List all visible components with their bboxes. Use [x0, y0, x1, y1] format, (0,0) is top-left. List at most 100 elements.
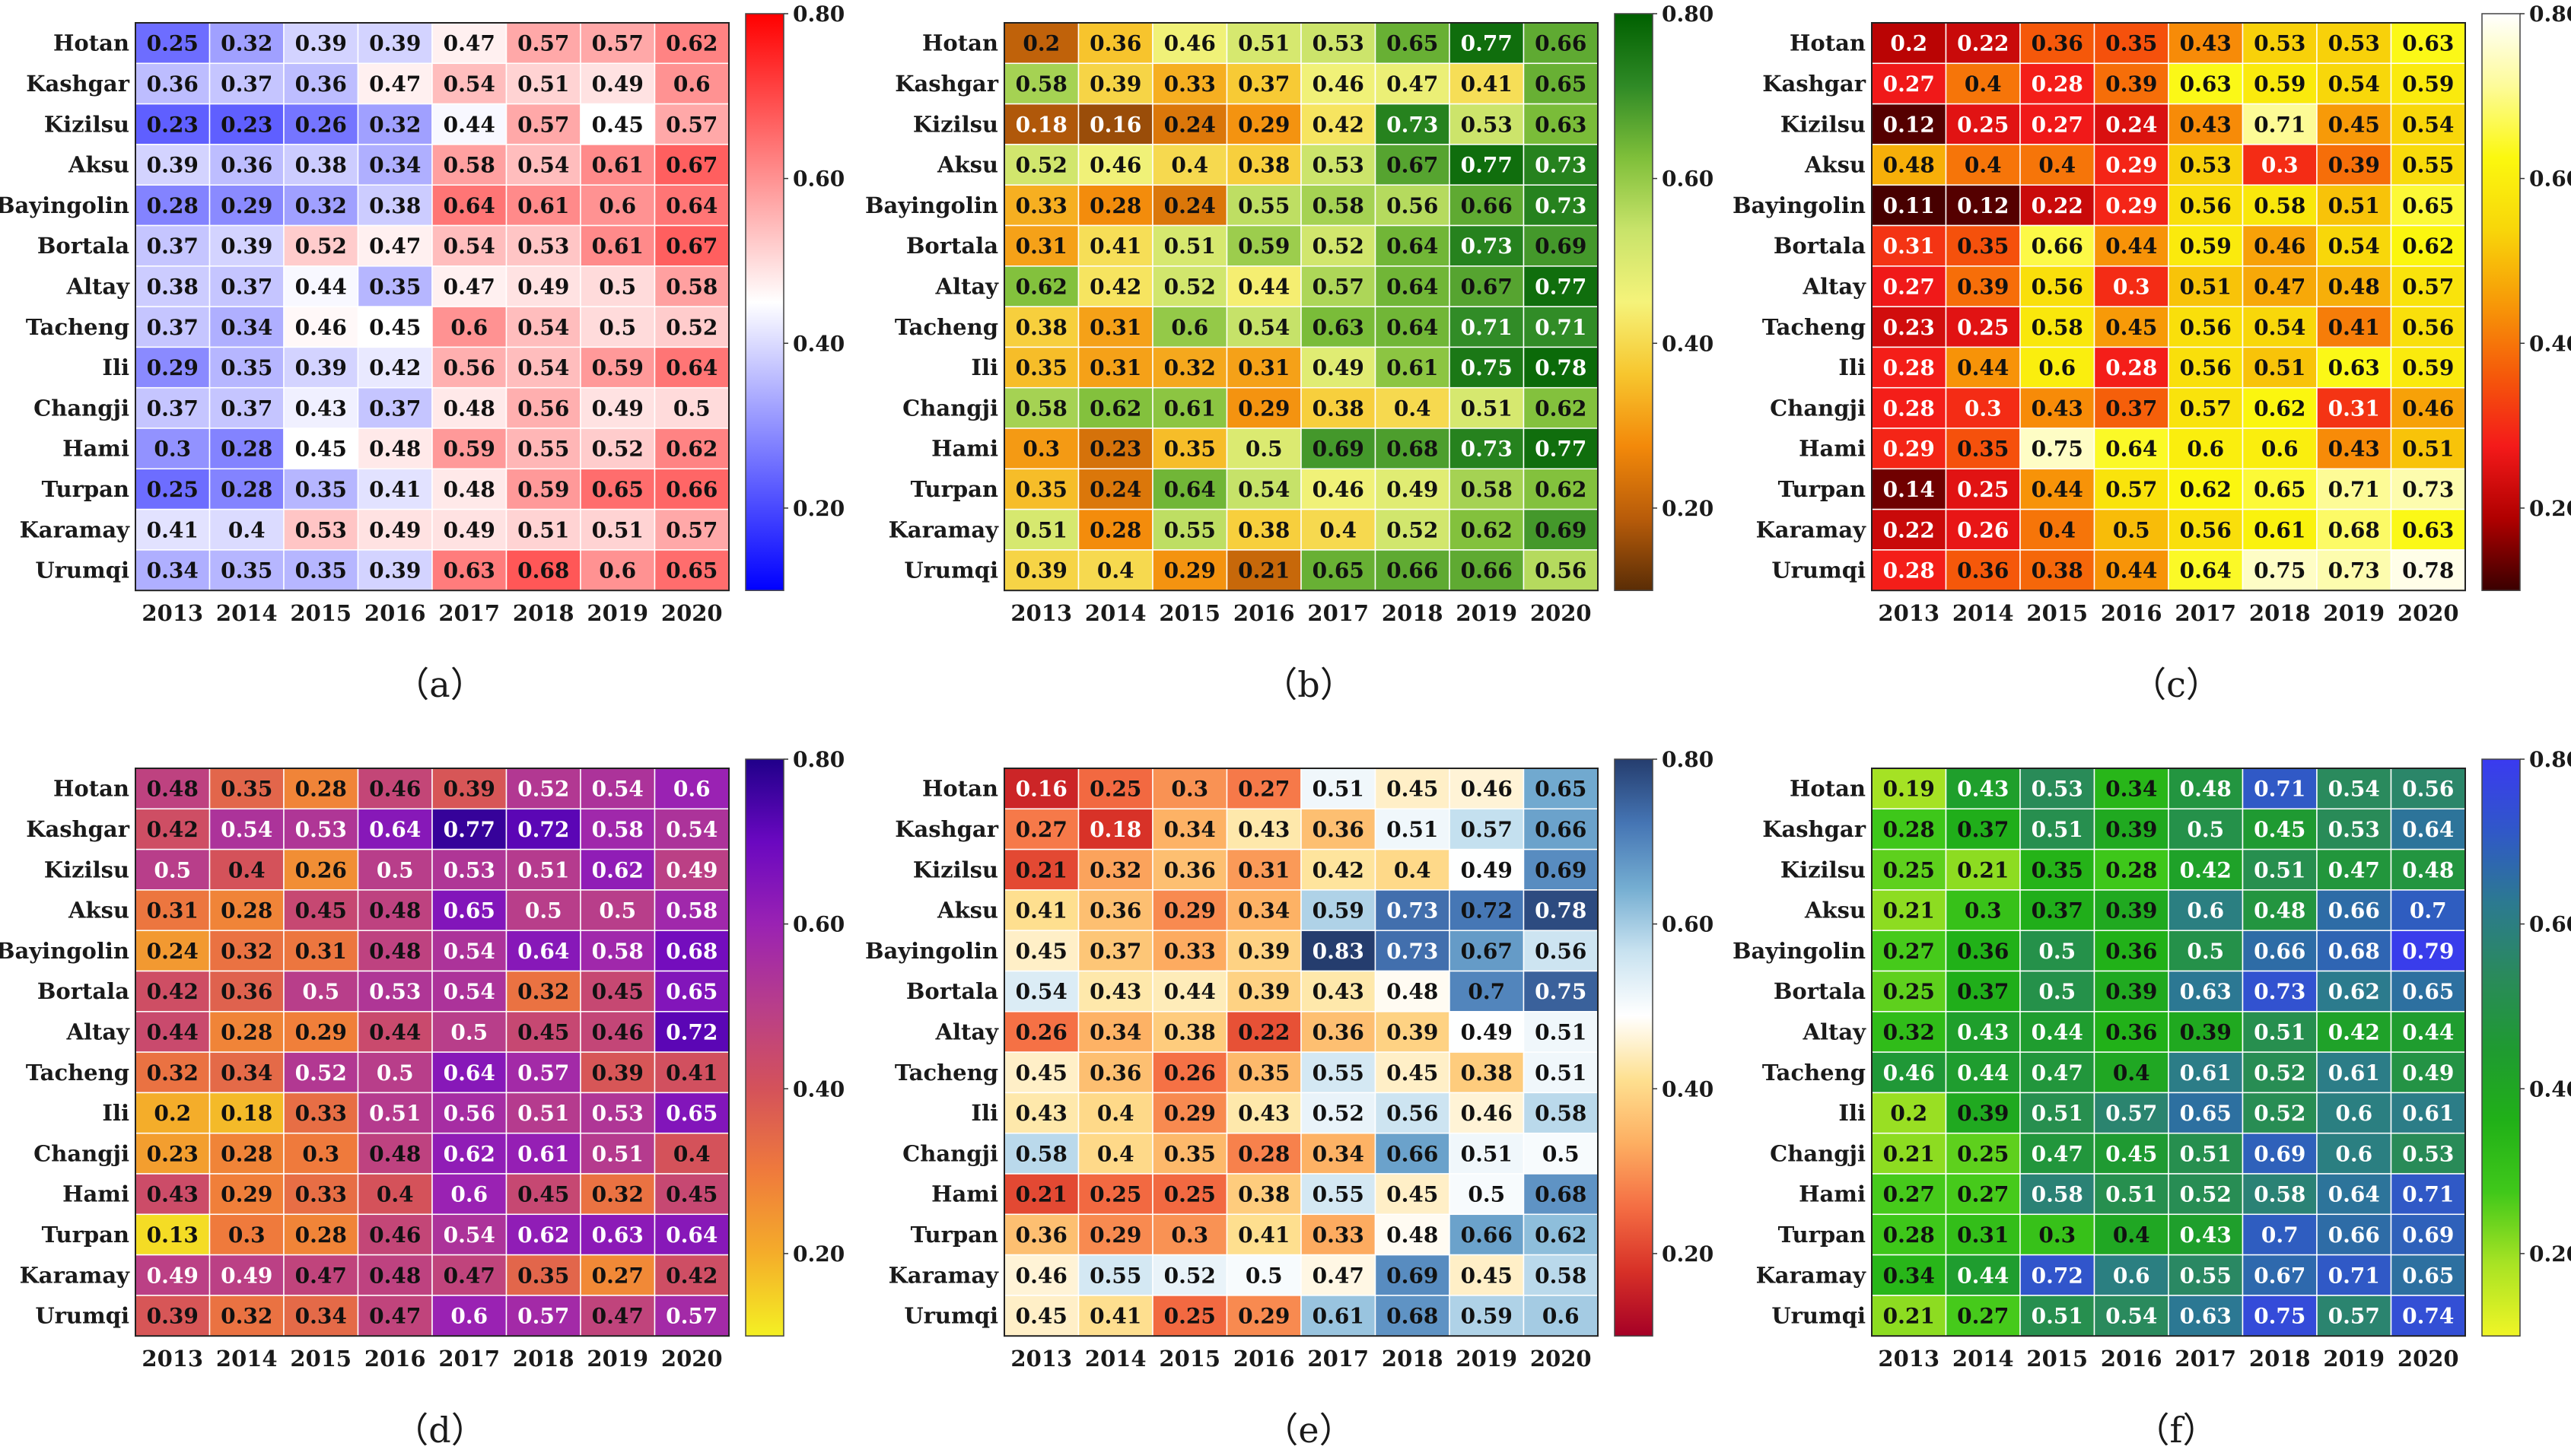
- cell-value-label: 0.57: [517, 31, 569, 56]
- heatmap-cell: [2242, 144, 2318, 186]
- cell-value-label: 0.46: [369, 777, 421, 802]
- cell-value-label: 0.47: [2032, 1141, 2083, 1166]
- cell-value-label: 0.22: [1238, 1019, 1290, 1044]
- cell-value-label: 0.58: [1016, 396, 1068, 421]
- cell-value-label: 0.6: [2187, 898, 2224, 924]
- heatmap-cell: [2242, 386, 2318, 429]
- panel-label: （f）: [2134, 1410, 2217, 1451]
- cell-value-label: 0.12: [1883, 112, 1935, 137]
- cell-value-label: 0.53: [369, 979, 421, 1004]
- heatmap-cell: [1449, 549, 1525, 591]
- heatmap-cell: [2093, 428, 2169, 470]
- cell-value-label: 0.57: [2402, 274, 2454, 299]
- cell-value-label: 0.59: [2402, 355, 2454, 380]
- cell-value-label: 0.56: [2032, 274, 2083, 299]
- cell-value-label: 0.54: [666, 817, 718, 842]
- heatmap-cell: [2019, 386, 2095, 429]
- cell-value-label: 0.68: [1386, 437, 1438, 462]
- heatmap-cell: [283, 848, 359, 891]
- cell-value-label: 0.24: [1164, 193, 1216, 218]
- heatmap-cell: [1300, 1051, 1376, 1094]
- cell-value-label: 0.5: [2187, 817, 2224, 842]
- cell-value-label: 0.39: [1016, 558, 1068, 583]
- heatmap-cell: [1945, 549, 2021, 591]
- cell-value-label: 0.28: [1883, 396, 1935, 421]
- colorbar-tick-label: 0.60: [2529, 912, 2571, 937]
- heatmap-cell: [1077, 306, 1153, 348]
- heatmap-cell: [1077, 1213, 1153, 1256]
- cell-value-label: 0.47: [369, 234, 421, 259]
- cell-value-label: 0.57: [666, 517, 718, 542]
- heatmap-cell: [2168, 508, 2244, 551]
- cell-value-label: 0.29: [221, 193, 272, 218]
- y-tick-label: Tacheng: [895, 314, 998, 340]
- cell-value-label: 0.64: [2105, 437, 2157, 462]
- heatmap-cell: [1226, 1051, 1302, 1094]
- cell-value-label: 0.28: [1883, 817, 1935, 842]
- cell-value-label: 0.53: [1461, 112, 1513, 137]
- cell-value-label: 0.23: [147, 112, 199, 137]
- cell-value-label: 0.63: [2402, 31, 2454, 56]
- x-tick-label: 2020: [661, 1346, 723, 1372]
- cell-value-label: 0.35: [1016, 355, 1068, 380]
- cell-value-label: 0.51: [1016, 517, 1068, 542]
- heatmap-cell: [1374, 848, 1450, 891]
- cell-value-label: 0.72: [666, 1019, 718, 1044]
- cell-value-label: 0.3: [1023, 437, 1060, 462]
- y-tick-label: Hami: [1799, 1181, 1866, 1207]
- cell-value-label: 0.77: [1535, 437, 1586, 462]
- cell-value-label: 0.36: [1313, 817, 1364, 842]
- cell-value-label: 0.65: [2402, 1263, 2454, 1288]
- cell-value-label: 0.73: [2328, 558, 2380, 583]
- cell-value-label: 0.36: [1313, 1019, 1364, 1044]
- heatmap-cell: [2019, 1173, 2095, 1216]
- heatmap-cell: [2390, 1051, 2466, 1094]
- cell-value-label: 0.56: [444, 1101, 495, 1126]
- heatmap-cell: [654, 1051, 730, 1094]
- heatmap-cell: [208, 428, 285, 470]
- cell-value-label: 0.34: [221, 1060, 272, 1086]
- cell-value-label: 0.37: [2105, 396, 2157, 421]
- y-tick-label: Turpan: [911, 1222, 998, 1248]
- cell-value-label: 0.62: [666, 31, 718, 56]
- y-tick-label: Bortala: [1774, 978, 1866, 1004]
- y-tick-label: Ili: [1838, 1100, 1866, 1126]
- heatmap-cell: [2093, 808, 2169, 850]
- cell-value-label: 0.51: [1535, 1060, 1586, 1086]
- x-tick-label: 2019: [2323, 1346, 2385, 1372]
- cell-value-label: 0.44: [2402, 1019, 2454, 1044]
- y-tick-label: Changji: [902, 395, 998, 421]
- cell-value-label: 0.7: [2261, 1222, 2299, 1248]
- heatmap-cell: [1449, 184, 1525, 227]
- heatmap-cell: [1449, 346, 1525, 389]
- cell-value-label: 0.38: [147, 274, 199, 299]
- heatmap-cell: [357, 346, 433, 389]
- heatmap-cell: [654, 428, 730, 470]
- cell-value-label: 0.45: [295, 437, 347, 462]
- heatmap-cell: [208, 848, 285, 891]
- cell-value-label: 0.36: [1957, 939, 2009, 964]
- cell-value-label: 0.28: [221, 1019, 272, 1044]
- heatmap-cell: [2390, 386, 2466, 429]
- cell-value-label: 0.25: [1883, 979, 1935, 1004]
- colorbar-tick-label: 0.20: [1662, 496, 1713, 521]
- cell-value-label: 0.3: [2038, 1222, 2076, 1248]
- cell-value-label: 0.42: [1313, 112, 1364, 137]
- cell-value-label: 0.62: [1090, 396, 1141, 421]
- cell-value-label: 0.49: [1461, 857, 1513, 882]
- cell-value-label: 0.4: [2113, 1060, 2150, 1086]
- cell-value-label: 0.58: [1461, 477, 1513, 502]
- cell-value-label: 0.51: [517, 1101, 569, 1126]
- cell-value-label: 0.45: [2105, 315, 2157, 340]
- cell-value-label: 0.5: [1468, 1182, 1505, 1207]
- cell-value-label: 0.44: [1238, 274, 1290, 299]
- cell-value-label: 0.48: [369, 939, 421, 964]
- y-tick-label: Kashgar: [26, 816, 129, 842]
- heatmap-cell: [135, 468, 211, 510]
- cell-value-label: 0.21: [1883, 898, 1935, 924]
- cell-value-label: 0.57: [2328, 1304, 2380, 1329]
- heatmap-cell: [1077, 1051, 1153, 1094]
- heatmap-cell: [135, 1295, 211, 1337]
- heatmap-cell: [1300, 306, 1376, 348]
- cell-value-label: 0.32: [147, 1060, 199, 1086]
